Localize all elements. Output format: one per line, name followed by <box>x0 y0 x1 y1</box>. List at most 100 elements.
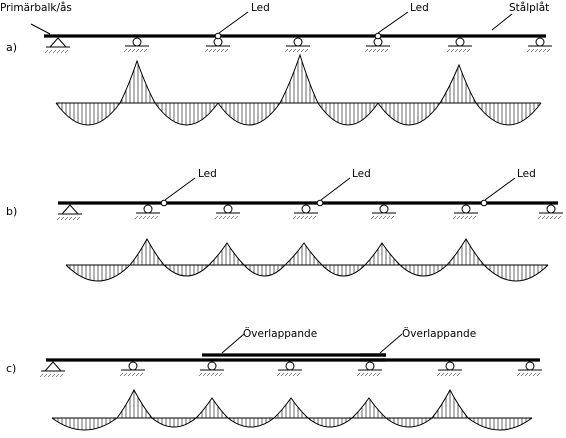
support-b-roller <box>301 204 311 214</box>
support-c-roller-hatch <box>210 372 215 377</box>
support-a-roller-hatch <box>454 48 459 53</box>
support-c-roller-hatch <box>440 372 445 377</box>
support-c-roller-hatch <box>123 372 128 377</box>
support-b-roller <box>223 204 233 214</box>
support-b-roller-hatch <box>557 215 562 220</box>
support-b-pin <box>60 204 80 215</box>
support-a-roller <box>535 37 545 47</box>
support-b-pin-hatch <box>72 216 77 221</box>
support-c-roller <box>207 361 217 371</box>
hinge-a1 <box>214 32 222 40</box>
support-c-roller-hatch <box>296 372 301 377</box>
support-b-roller-hatch <box>296 215 301 220</box>
support-a-roller-hatch <box>216 48 221 53</box>
support-a-roller-hatch <box>534 48 539 53</box>
support-a-roller-hatch <box>526 48 531 53</box>
support-a-roller-hatch <box>143 48 148 53</box>
support-a-roller-hatch <box>296 48 301 53</box>
support-b-roller <box>379 204 389 214</box>
support-b-roller <box>461 204 471 214</box>
support-c-roller-hatch <box>368 372 373 377</box>
support-b-roller-hatch <box>378 215 383 220</box>
support-a-roller <box>132 37 142 47</box>
support-a-roller-hatch <box>220 48 225 53</box>
support-a-roller <box>293 37 303 47</box>
support-c-roller-hatch <box>131 372 136 377</box>
led-label-b1: Led <box>198 168 217 180</box>
support-a-roller-hatch <box>300 48 305 53</box>
support-c-roller-hatch <box>119 372 124 377</box>
support-a-roller <box>455 37 465 47</box>
support-c-roller-hatch <box>206 372 211 377</box>
support-c-pin-hatch <box>43 373 48 378</box>
moment-b-curve <box>65 237 549 282</box>
support-b-pin-hatch <box>60 216 65 221</box>
support-c-roller-hatch <box>436 372 441 377</box>
led-label-b3: Led <box>517 168 536 180</box>
support-a-roller-hatch <box>376 48 381 53</box>
support-c-roller <box>525 361 535 371</box>
support-b-roller-hatch <box>304 215 309 220</box>
support-c-roller-hatch <box>536 372 541 377</box>
primarbalk-label: Primärbalk/ås <box>0 1 72 14</box>
support-b-roller-hatch <box>222 215 227 220</box>
support-a-roller-hatch <box>224 48 229 53</box>
support-a-roller-hatch <box>292 48 297 53</box>
support-b-roller-hatch <box>218 215 223 220</box>
support-b-roller <box>143 204 153 214</box>
support-a-roller-hatch <box>384 48 389 53</box>
support-b-roller <box>546 204 556 214</box>
support-a-roller-hatch <box>446 48 451 53</box>
support-b-pin-hatch <box>68 216 73 221</box>
support-c-roller-hatch <box>452 372 457 377</box>
support-c-roller-hatch <box>532 372 537 377</box>
support-b-roller-hatch <box>464 215 469 220</box>
support-a-roller-hatch <box>139 48 144 53</box>
support-c-roller-hatch <box>376 372 381 377</box>
support-b-roller-hatch <box>150 215 155 220</box>
support-b-roller-hatch <box>460 215 465 220</box>
leader-led-b2 <box>320 177 351 201</box>
support-b-roller-hatch <box>138 215 143 220</box>
support-a-pin-hatch <box>60 49 65 54</box>
support-b-roller-hatch <box>300 215 305 220</box>
support-c-roller-hatch <box>139 372 144 377</box>
support-a-pin-hatch <box>52 49 57 54</box>
moment-c-fill <box>52 390 532 430</box>
support-b-roller-hatch <box>390 215 395 220</box>
support-b-roller-hatch <box>452 215 457 220</box>
support-a-roller-hatch <box>127 48 132 53</box>
support-a-pin-hatch <box>44 49 49 54</box>
support-b-roller-hatch <box>214 215 219 220</box>
support-a-roller-hatch <box>204 48 209 53</box>
support-b-roller-hatch <box>142 215 147 220</box>
support-c-roller-hatch <box>214 372 219 377</box>
support-a-pin <box>48 37 68 48</box>
support-a-pin-hatch <box>64 49 69 54</box>
support-c-roller-hatch <box>218 372 223 377</box>
support-b-pin-hatch <box>64 216 69 221</box>
support-a-roller-hatch <box>208 48 213 53</box>
leader-stalplat <box>491 13 513 31</box>
support-a-pin-hatch <box>56 49 61 54</box>
support-c-roller-hatch <box>127 372 132 377</box>
support-c-roller-hatch <box>444 372 449 377</box>
support-b-roller-hatch <box>370 215 375 220</box>
support-b-roller-hatch <box>553 215 558 220</box>
support-b-pin-hatch <box>76 216 81 221</box>
support-b-pin-hatch <box>56 216 61 221</box>
support-b-roller-hatch <box>386 215 391 220</box>
support-b-roller-hatch <box>537 215 542 220</box>
support-c-roller-hatch <box>202 372 207 377</box>
support-b-roller-hatch <box>545 215 550 220</box>
support-c-roller <box>445 361 455 371</box>
support-c-roller-hatch <box>198 372 203 377</box>
hinge-b1 <box>160 199 168 207</box>
moment-c-curve <box>51 388 533 431</box>
support-a-roller-hatch <box>466 48 471 53</box>
support-b-roller-hatch <box>230 215 235 220</box>
support-b-roller-hatch <box>146 215 151 220</box>
support-b-roller-hatch <box>468 215 473 220</box>
leader-overlap-1 <box>221 333 245 354</box>
